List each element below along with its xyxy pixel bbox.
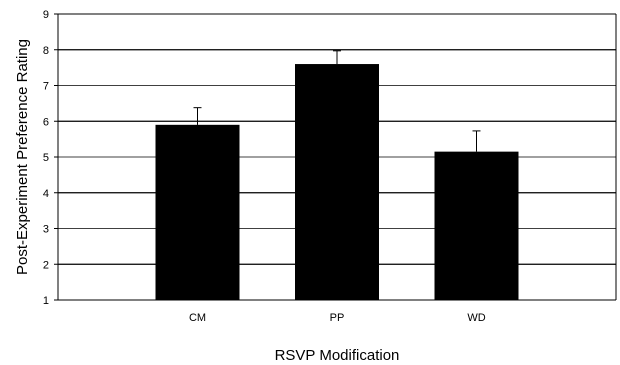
y-tick-label: 8 [43, 45, 49, 57]
y-tick-label: 5 [43, 152, 49, 164]
y-tick-label: 2 [43, 259, 49, 271]
bar-wd [434, 151, 519, 300]
x-tick-label: WD [467, 312, 485, 324]
x-axis-title: RSVP Modification [275, 347, 400, 364]
y-tick-label: 9 [43, 9, 49, 21]
y-tick-label: 3 [43, 224, 49, 236]
y-axis-title: Post-Experiment Preference Rating [14, 39, 31, 275]
bar-cm [155, 124, 240, 300]
error-bars [193, 50, 481, 152]
y-tick-label: 4 [43, 188, 49, 200]
tick-labels: 1 2 3 4 5 6 7 8 9 CM PP WD [43, 9, 486, 324]
y-tick-label: 6 [43, 116, 49, 128]
x-tick-label: CM [189, 312, 206, 324]
x-tick-label: PP [330, 312, 345, 324]
bars [155, 64, 519, 300]
y-tick-label: 1 [43, 295, 49, 307]
bar-pp [295, 64, 379, 300]
y-tick-label: 7 [43, 81, 49, 93]
